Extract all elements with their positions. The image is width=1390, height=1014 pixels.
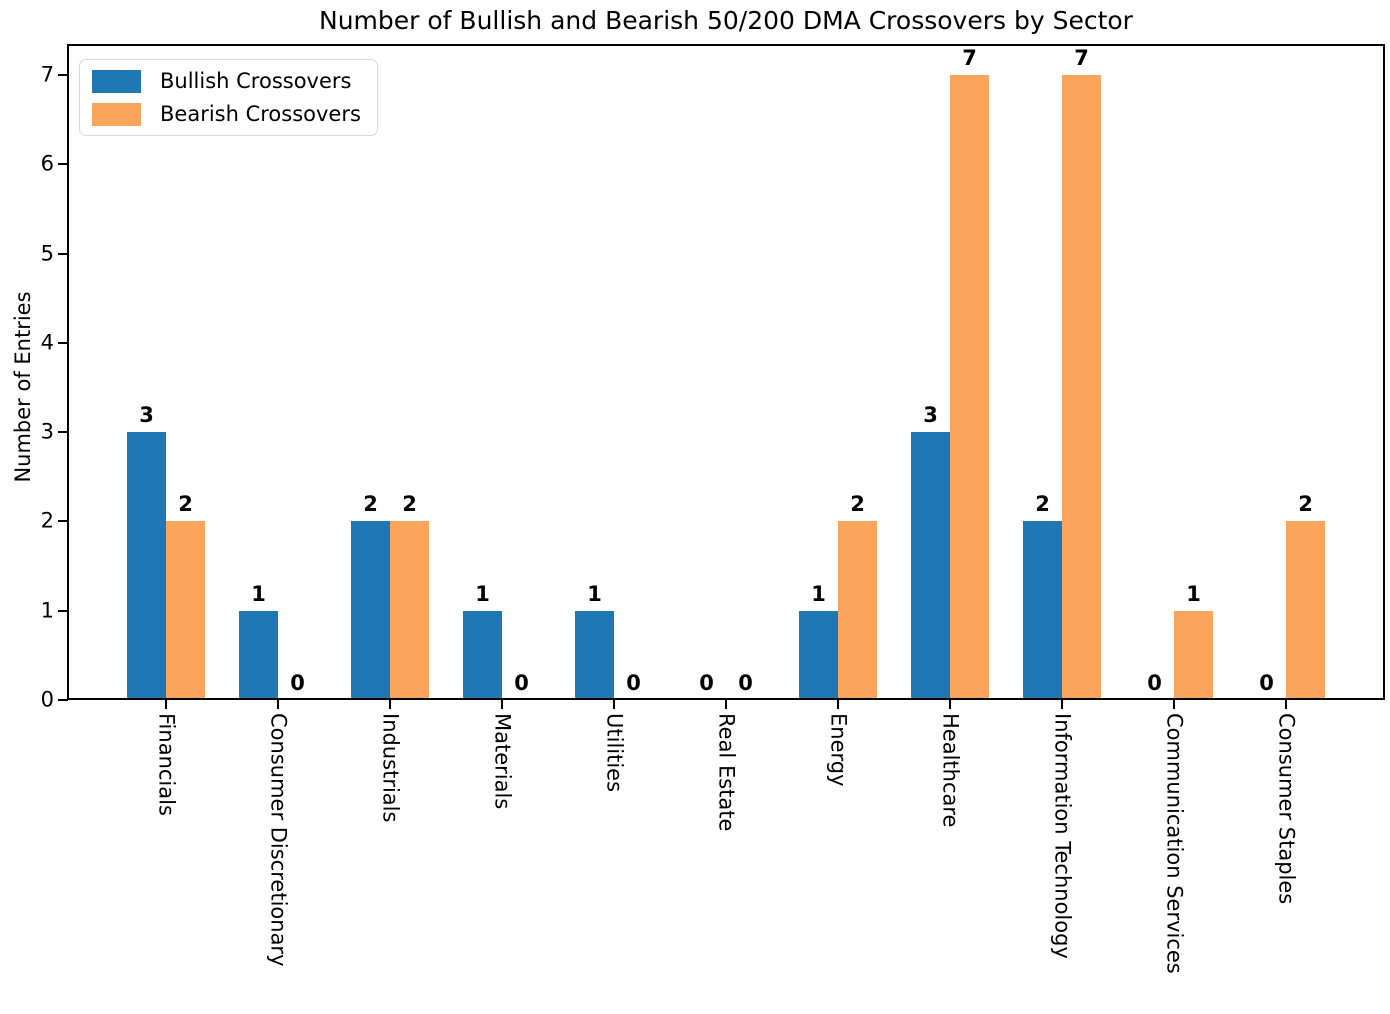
bar-value-label: 0 <box>626 671 641 695</box>
bar-value-label: 3 <box>923 403 938 427</box>
x-tick-label: Consumer Staples <box>1274 713 1299 905</box>
bar-value-label: 2 <box>850 492 865 516</box>
x-tick-mark <box>1285 700 1287 709</box>
y-tick-label: 4 <box>40 330 54 355</box>
x-tick-label: Utilities <box>602 713 627 793</box>
x-tick-label: Financials <box>154 713 179 816</box>
legend-label: Bullish Crossovers <box>160 69 352 93</box>
bar-value-label: 0 <box>290 671 305 695</box>
legend: Bullish Crossovers Bearish Crossovers <box>79 59 378 136</box>
x-tick-mark <box>837 700 839 709</box>
bar-value-label: 2 <box>363 492 378 516</box>
x-tick-mark <box>1061 700 1063 709</box>
bar-value-label: 0 <box>1259 671 1274 695</box>
x-tick-mark <box>165 700 167 709</box>
bar-bearish <box>950 75 989 698</box>
y-axis-label: Number of Entries <box>11 291 35 483</box>
y-tick-label: 3 <box>40 419 54 444</box>
bar-bullish <box>911 432 950 698</box>
chart-title: Number of Bullish and Bearish 50/200 DMA… <box>319 6 1133 35</box>
legend-item: Bearish Crossovers <box>92 102 361 126</box>
x-tick-mark <box>277 700 279 709</box>
bar-bearish <box>1286 521 1325 698</box>
bar-bullish <box>799 611 838 698</box>
bar-bullish <box>127 432 166 698</box>
bar-value-label: 2 <box>1035 492 1050 516</box>
bar-bullish <box>463 611 502 698</box>
bar-value-label: 2 <box>1298 492 1313 516</box>
legend-label: Bearish Crossovers <box>160 102 361 126</box>
x-tick-mark <box>389 700 391 709</box>
y-tick-mark <box>58 252 68 255</box>
y-tick-mark <box>58 609 68 612</box>
x-tick-mark <box>949 700 951 709</box>
plot-area <box>67 44 1385 700</box>
x-tick-label: Industrials <box>378 713 403 823</box>
y-tick-mark <box>58 431 68 434</box>
bar-value-label: 7 <box>1074 46 1089 70</box>
y-tick-mark <box>58 520 68 523</box>
x-tick-label: Communication Services <box>1162 713 1187 974</box>
legend-swatch <box>92 102 141 126</box>
x-tick-mark <box>613 700 615 709</box>
bar-bearish <box>166 521 205 698</box>
bar-bearish <box>390 521 429 698</box>
x-tick-label: Materials <box>490 713 515 810</box>
y-tick-label: 5 <box>40 241 54 265</box>
x-tick-mark <box>725 700 727 709</box>
bar-value-label: 3 <box>139 403 154 427</box>
bar-value-label: 1 <box>811 582 826 606</box>
bar-value-label: 2 <box>402 492 417 516</box>
bar-value-label: 0 <box>699 671 714 695</box>
bar-bearish <box>838 521 877 698</box>
bar-value-label: 1 <box>1186 582 1201 606</box>
y-tick-mark <box>58 163 68 166</box>
x-tick-label: Consumer Discretionary <box>266 713 291 967</box>
bar-value-label: 1 <box>587 582 602 606</box>
x-tick-mark <box>501 700 503 709</box>
bar-value-label: 0 <box>738 671 753 695</box>
bar-value-label: 2 <box>178 492 193 516</box>
y-tick-label: 1 <box>40 598 54 623</box>
y-tick-mark <box>58 699 68 701</box>
bar-bullish <box>239 611 278 698</box>
x-tick-label: Healthcare <box>938 713 963 828</box>
x-tick-label: Information Technology <box>1050 713 1075 959</box>
bar-bullish <box>575 611 614 698</box>
legend-swatch <box>92 69 141 93</box>
x-tick-label: Energy <box>826 713 851 787</box>
bar-value-label: 1 <box>475 582 490 606</box>
bar-value-label: 1 <box>251 582 266 606</box>
bar-bearish <box>1174 611 1213 698</box>
y-tick-label: 7 <box>40 62 54 87</box>
bar-bearish <box>1062 75 1101 698</box>
bar-bullish <box>351 521 390 698</box>
bar-bullish <box>1023 521 1062 698</box>
bar-value-label: 0 <box>1147 671 1162 695</box>
y-tick-label: 2 <box>40 508 54 533</box>
x-tick-label: Real Estate <box>714 713 739 832</box>
y-tick-label: 0 <box>40 687 54 712</box>
y-tick-mark <box>58 341 68 344</box>
bar-value-label: 7 <box>962 46 977 70</box>
bar-value-label: 0 <box>514 671 529 695</box>
y-tick-label: 6 <box>40 151 54 176</box>
y-tick-mark <box>58 73 68 76</box>
x-tick-mark <box>1173 700 1175 709</box>
legend-item: Bullish Crossovers <box>92 69 361 93</box>
